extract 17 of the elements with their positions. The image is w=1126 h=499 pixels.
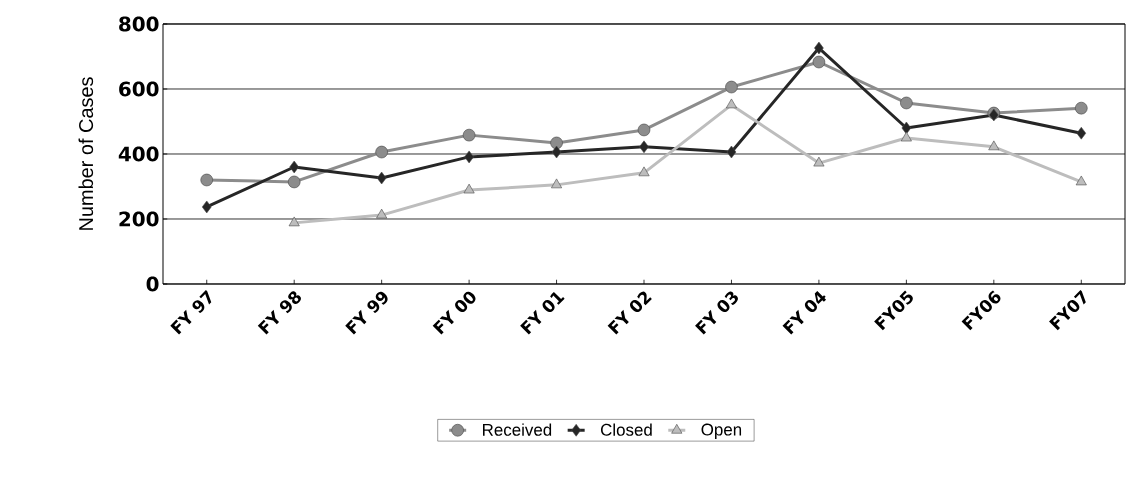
x-tick-label: FY 03 [695,291,738,335]
legend-label: Open [701,423,742,439]
x-tick-label: FY 00 [432,291,476,335]
x-tick-label: FY 98 [257,291,302,335]
x-tick-label: FY 97 [170,290,212,335]
x-tick-label: FY 04 [782,290,827,335]
legend-label: Closed [600,423,652,436]
y-tick-label: 0 [146,276,159,292]
x-tick-label: FY 01 [520,291,565,335]
y-tick-label: 600 [119,81,159,97]
y-tick-label: 800 [119,16,159,32]
y-axis-title: Number of Cases [78,77,94,230]
x-tick-label: FY 02 [607,291,652,335]
x-tick-label: FY 99 [345,291,388,335]
y-tick-label: 200 [119,211,159,227]
y-tick-label: 400 [118,146,159,162]
legend-label: Received [483,423,552,436]
